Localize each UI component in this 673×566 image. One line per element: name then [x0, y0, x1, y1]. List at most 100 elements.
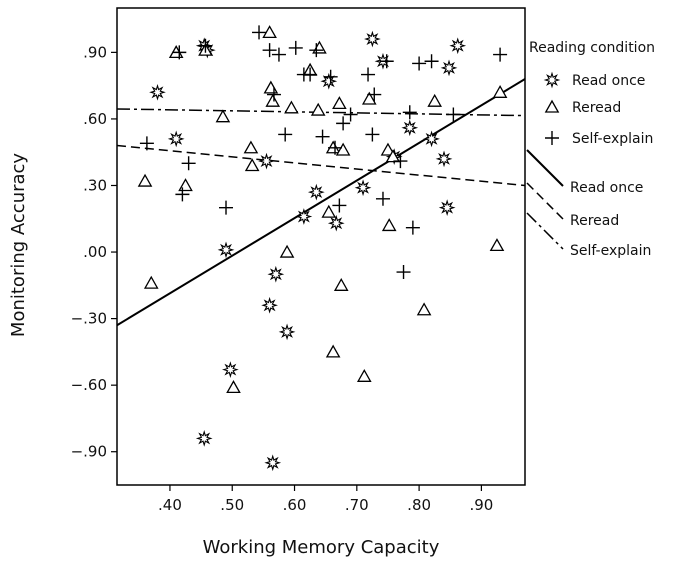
point-1-5 [215, 109, 231, 123]
point-0-14 [320, 72, 338, 90]
point-0-7 [258, 152, 275, 170]
point-2-0 [139, 136, 154, 151]
fit-lines [116, 78, 526, 327]
point-2-28 [405, 220, 420, 235]
point-0-5 [222, 361, 239, 378]
point-0-15 [327, 214, 345, 232]
y-tick-label-6: −.90 [71, 443, 107, 461]
fit-line-0 [116, 78, 526, 327]
point-1-27 [385, 149, 401, 163]
point-1-20 [335, 142, 351, 156]
point-0-20 [401, 119, 419, 137]
point-2-5 [219, 200, 234, 215]
point-1-3 [178, 178, 193, 192]
legend-label-self-explain-line: Self-explain [570, 243, 651, 259]
point-0-11 [278, 323, 296, 341]
point-2-19 [336, 116, 351, 131]
point-1-26 [381, 218, 397, 232]
point-1-1 [143, 275, 159, 289]
point-2-16 [323, 69, 338, 84]
legend-marker-0 [543, 71, 561, 89]
legend-marks [526, 71, 564, 250]
plot-area-frame [116, 7, 526, 486]
legend-label-read-once-line: Read once [570, 180, 643, 196]
x-axis-ticks: .40 .50 .60 .70 .80 .90 [158, 485, 493, 514]
point-0-10 [267, 265, 285, 283]
point-0-23 [435, 150, 453, 168]
point-2-14 [309, 43, 324, 58]
legend-line-1 [526, 182, 564, 220]
point-0-17 [354, 179, 372, 197]
point-2-6 [252, 25, 267, 40]
point-2-9 [271, 47, 286, 62]
point-1-31 [492, 84, 508, 98]
point-2-29 [402, 105, 417, 120]
legend-label-read-once-marker: Read once [572, 73, 645, 89]
point-2-13 [303, 67, 318, 82]
point-0-21 [423, 130, 440, 148]
point-0-8 [264, 454, 282, 472]
point-2-20 [343, 107, 358, 122]
legend-marker-1 [544, 99, 560, 113]
point-0-12 [295, 208, 313, 225]
point-1-0 [137, 173, 153, 187]
data-points [137, 25, 508, 472]
point-0-24 [438, 199, 456, 217]
point-2-18 [332, 198, 347, 213]
point-2-27 [396, 265, 411, 280]
point-1-21 [325, 344, 341, 358]
point-1-9 [262, 25, 277, 39]
point-2-7 [262, 43, 277, 58]
legend-label-reread-marker: Reread [572, 100, 621, 116]
point-2-32 [446, 107, 461, 122]
legend-title: Reading condition [529, 40, 655, 56]
point-0-13 [307, 183, 325, 201]
fit-line-1 [116, 144, 526, 187]
point-0-0 [149, 83, 166, 101]
point-0-4 [217, 241, 235, 259]
point-2-23 [367, 87, 382, 102]
point-2-24 [375, 191, 390, 206]
point-1-25 [380, 142, 396, 156]
x-tick-label-4: .80 [407, 496, 431, 514]
y-axis-ticks: .90 .60 .30 .00 −.30 −.60 −.90 [71, 43, 117, 461]
legend-marker-2 [545, 131, 559, 145]
point-1-29 [427, 93, 442, 107]
y-tick-label-3: .00 [83, 243, 107, 261]
point-2-15 [315, 129, 330, 144]
point-2-11 [288, 40, 303, 55]
point-2-4 [198, 38, 213, 53]
point-0-16 [364, 30, 381, 48]
y-axis-title: Monitoring Accuracy [8, 153, 29, 338]
x-tick-label-2: .60 [283, 496, 307, 514]
point-2-22 [365, 127, 380, 142]
point-2-21 [361, 67, 376, 82]
point-1-23 [356, 368, 372, 382]
point-1-22 [333, 278, 349, 291]
point-1-15 [312, 40, 327, 54]
x-tick-label-3: .70 [345, 496, 369, 514]
legend-line-2 [526, 212, 564, 250]
y-tick-label-1: .60 [83, 110, 107, 128]
point-2-25 [379, 54, 394, 69]
x-axis-title: Working Memory Capacity [203, 537, 440, 558]
x-tick-label-0: .40 [158, 496, 182, 514]
point-1-10 [263, 80, 279, 94]
point-2-17 [328, 140, 343, 155]
point-2-1 [172, 45, 187, 60]
point-1-28 [416, 302, 432, 316]
legend: Reading condition Read once Reread Self-… [526, 40, 655, 259]
point-1-6 [226, 380, 241, 394]
point-1-16 [310, 102, 326, 116]
x-tick-label-1: .50 [220, 496, 244, 514]
y-tick-label-4: −.30 [71, 310, 107, 328]
legend-label-self-explain-marker: Self-explain [572, 131, 653, 147]
point-0-25 [449, 37, 467, 55]
point-1-24 [361, 91, 377, 105]
point-0-6 [195, 430, 213, 447]
y-tick-label-2: .30 [83, 176, 107, 194]
point-0-22 [440, 59, 458, 77]
point-2-31 [424, 54, 439, 69]
point-2-3 [181, 156, 196, 171]
